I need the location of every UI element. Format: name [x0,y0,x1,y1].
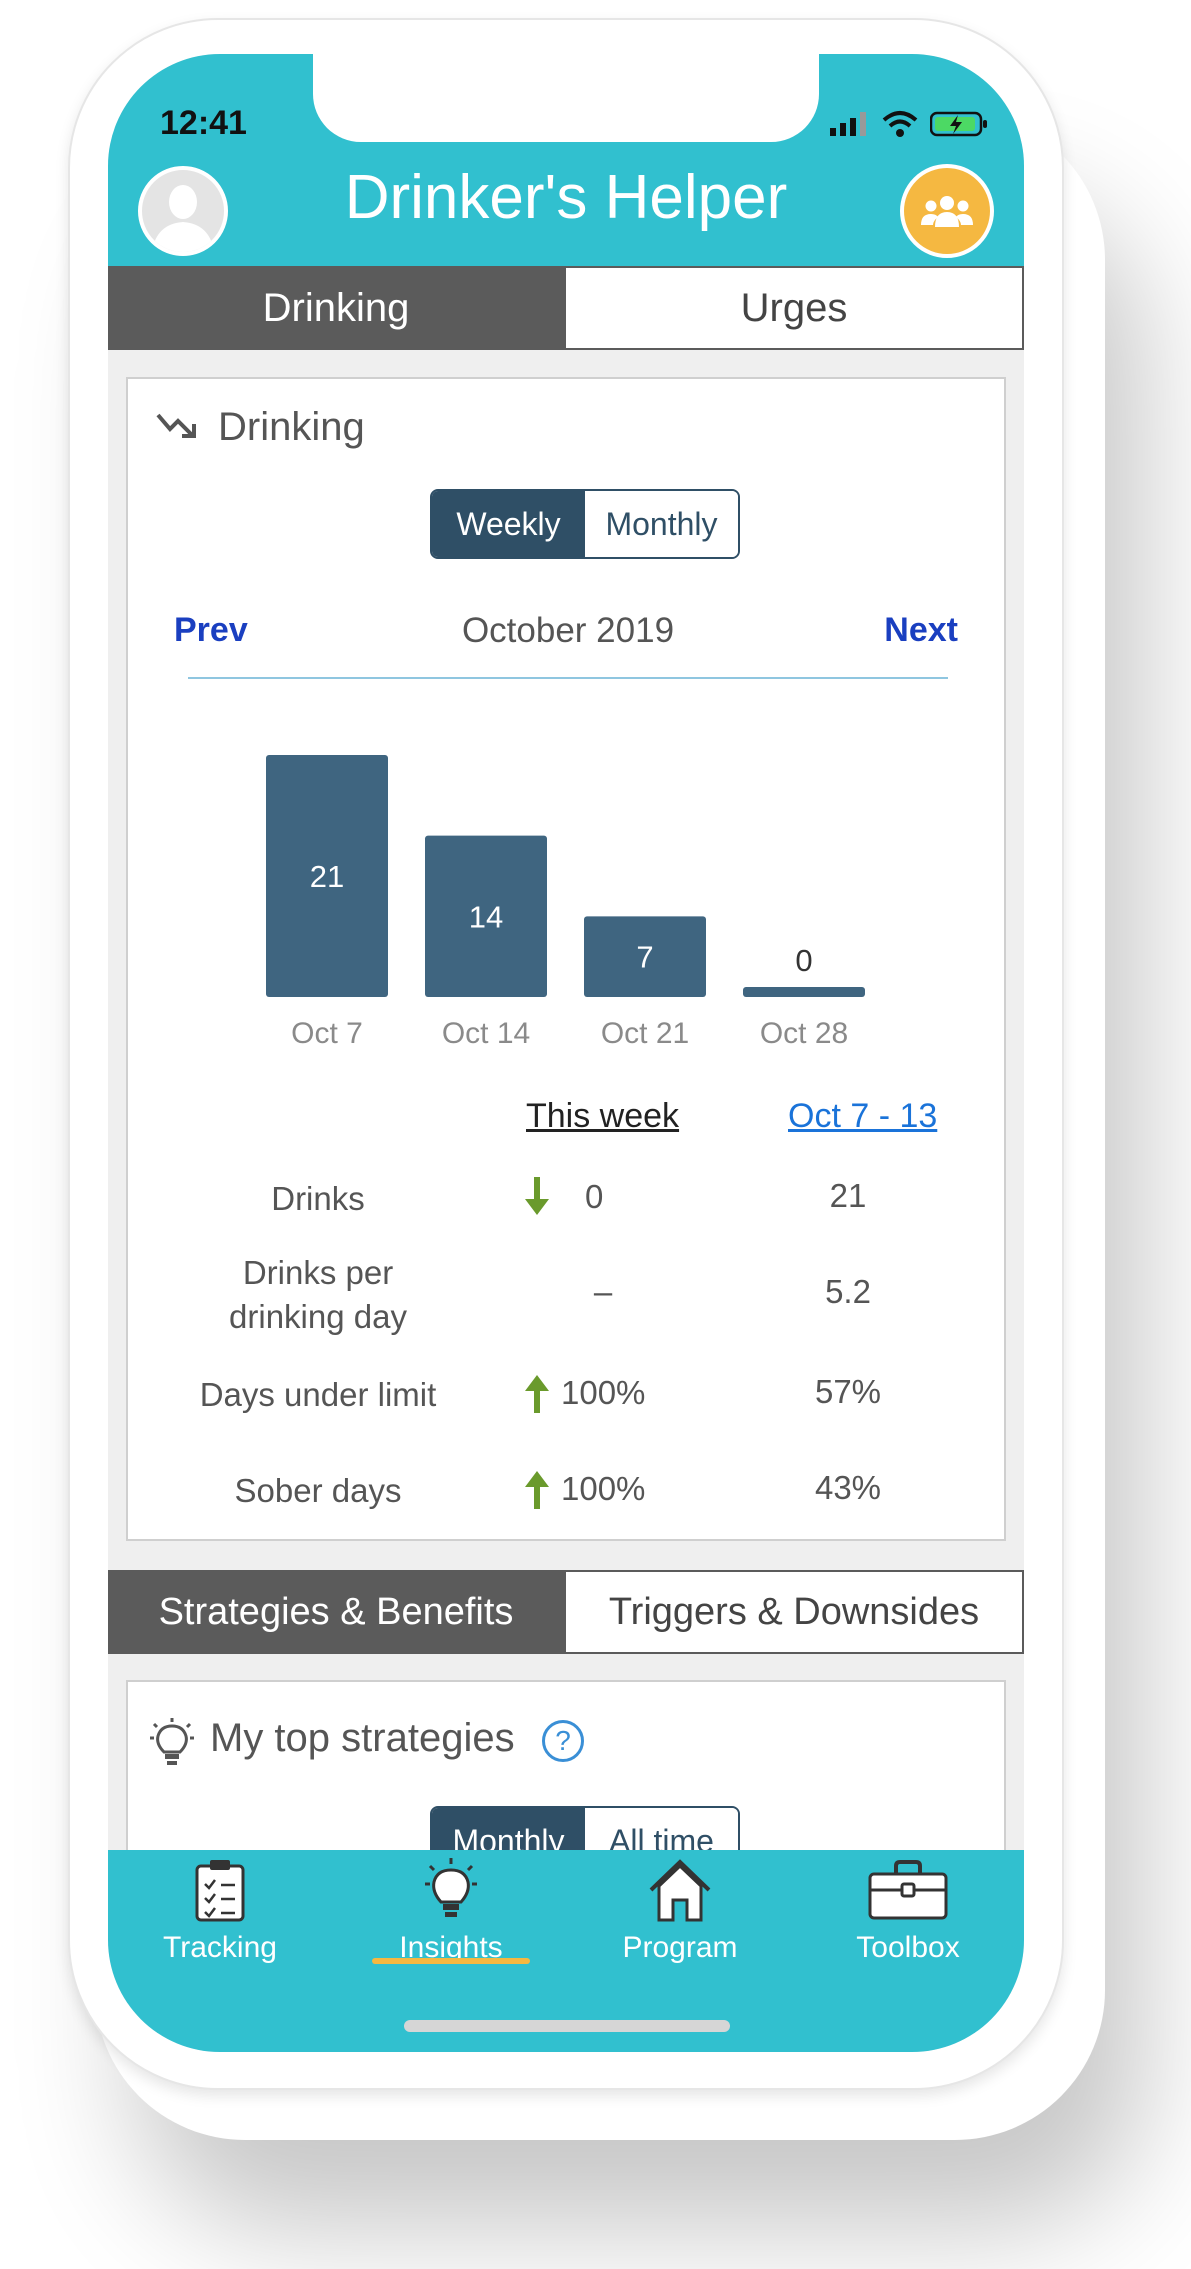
stat-label-drinks-per-day: Drinks per drinking day [229,1254,407,1335]
column-previous-week[interactable]: Oct 7 - 13 [788,1097,938,1135]
help-button[interactable]: ? [542,1720,584,1762]
stat-current-sober-days: 100% [523,1469,683,1509]
prev-link[interactable]: Prev [174,611,248,649]
status-time: 12:41 [160,104,247,142]
chart-category-label-2: Oct 21 [601,1017,689,1050]
home-icon [649,1859,711,1922]
stat-label-days-under-limit: Days under limit [199,1376,437,1413]
stat-current-drinks-value: 0 [585,1178,604,1215]
nav-tracking-label: Tracking [163,1931,277,1964]
active-nav-indicator [372,1958,530,1964]
nav-toolbox-label: Toolbox [856,1931,960,1964]
nav-toolbox[interactable]: Toolbox [808,1858,1008,1965]
stat-label-drinks: Drinks [271,1180,365,1217]
lightbulb-icon [425,1858,477,1917]
chart-bar-0[interactable] [266,755,388,997]
nav-insights[interactable]: Insights [351,1858,551,1965]
community-button[interactable] [900,164,994,258]
weekly-drinks-chart: 21 Oct 7 14 Oct 14 7 Oct 21 0 Oct 28 [266,755,865,1050]
app-title: Drinker's Helper [344,163,788,232]
stat-previous-days-under-limit: 57% [814,1373,882,1410]
app-screen: 12:41 [108,54,1024,2052]
phone-frame: 12:41 [68,18,1064,2090]
tab-triggers-downsides[interactable]: Triggers & Downsides [564,1570,1024,1654]
period-toggle: Weekly Monthly [430,489,740,559]
stat-previous-drinks: 21 [829,1177,867,1214]
app-header: 12:41 [108,54,1024,266]
chart-category-label-0: Oct 7 [291,1017,363,1050]
lightbulb-icon [150,1718,194,1765]
nav-tracking[interactable]: Tracking [120,1858,320,1965]
stat-current-days-under-limit-value: 100% [561,1374,646,1411]
stat-current-drinks-per-day-value: – [593,1273,613,1310]
drinking-card: Drinking Weekly Monthly October 2019 Pre… [126,377,1006,1541]
stat-previous-drinks-per-day: 5.2 [825,1273,871,1310]
user-silhouette-icon [152,185,214,252]
tab-drinking[interactable]: Drinking [108,266,564,350]
group-icon [921,196,973,227]
stat-label-sober-days: Sober days [234,1472,402,1509]
drinking-card-title: Drinking [218,405,365,449]
chart-category-label-3: Oct 28 [760,1017,848,1050]
toggle-monthly[interactable]: Monthly [585,491,738,557]
nav-program-label: Program [622,1931,738,1964]
profile-avatar[interactable] [138,166,228,256]
stat-current-sober-days-value: 100% [561,1470,646,1507]
chart-value-label-0: 21 [310,859,344,894]
wifi-icon [882,111,918,137]
stat-current-days-under-limit: 100% [523,1373,683,1413]
period-label: October 2019 [461,611,675,650]
arrow-down-icon [525,1177,549,1215]
chart-bar-3[interactable] [743,987,865,997]
status-icons [830,110,988,138]
chart-value-label-3: 0 [795,943,812,978]
nav-program[interactable]: Program [580,1858,780,1965]
chart-value-label-1: 14 [469,899,503,934]
period-divider [188,677,948,679]
tab-urges[interactable]: Urges [564,266,1024,350]
stat-current-drinks-per-day: – [523,1273,715,1311]
arrow-up-icon [525,1375,549,1413]
battery-charging-icon [930,111,987,137]
device-notch [313,54,819,142]
stat-previous-sober-days: 43% [814,1469,882,1506]
clipboard-icon [195,1860,245,1922]
home-indicator [404,2020,730,2032]
help-icon: ? [555,1725,571,1756]
stat-current-drinks: 0 [523,1177,683,1217]
toggle-weekly[interactable]: Weekly [432,491,585,557]
section-tabs: Strategies & Benefits Triggers & Downsid… [108,1570,1024,1654]
trending-down-icon [156,413,196,438]
toolbox-icon [868,1860,948,1920]
tab-strategies-benefits[interactable]: Strategies & Benefits [108,1570,564,1654]
signal-icon [830,112,866,136]
chart-value-label-2: 7 [636,940,653,975]
bottom-navigation: Tracking Insights Program [108,1850,1024,2052]
next-link[interactable]: Next [884,611,958,649]
chart-bar-1[interactable] [425,835,547,997]
arrow-up-icon [525,1471,549,1509]
chart-category-label-1: Oct 14 [442,1017,530,1050]
column-this-week: This week [526,1097,680,1135]
strategies-card-title: My top strategies [210,1716,515,1760]
top-tabs: Drinking Urges [108,266,1024,350]
chart-bar-2[interactable] [584,916,706,997]
